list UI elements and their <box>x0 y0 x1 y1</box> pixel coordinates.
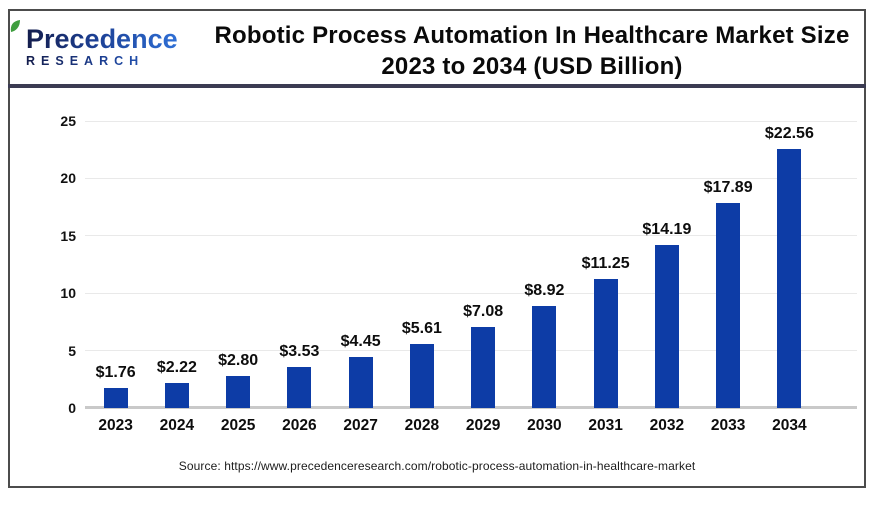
y-tick-label: 5 <box>68 342 76 359</box>
bar-value-label: $7.08 <box>463 302 504 320</box>
leaf-icon <box>10 20 20 32</box>
bar <box>164 382 189 408</box>
bar <box>593 278 618 408</box>
logo-subtitle: RESEARCH <box>26 54 200 68</box>
y-tick-label: 20 <box>60 170 76 187</box>
y-tick-label: 0 <box>68 400 76 416</box>
x-axis-line <box>85 406 857 409</box>
chart-title: Robotic Process Automation In Healthcare… <box>200 11 864 85</box>
bar-group: $14.19 <box>636 121 697 408</box>
bar <box>226 375 251 408</box>
x-tick-label: 2027 <box>343 417 378 434</box>
bar <box>348 356 373 408</box>
source-text: Source: https://www.precedenceresearch.c… <box>178 459 696 473</box>
bar-value-label: $2.80 <box>218 351 259 369</box>
gridline <box>85 177 857 179</box>
x-tick-label: 2029 <box>465 417 501 434</box>
bar <box>287 367 312 408</box>
bar-value-label: $4.45 <box>340 332 381 350</box>
bar-value-label: $14.19 <box>642 221 692 239</box>
bar-group: $2.22 <box>146 121 207 408</box>
x-tick-label: 2031 <box>588 417 623 434</box>
chart-title-line2: 2023 to 2034 (USD Billion) <box>381 53 683 80</box>
y-tick-label: 25 <box>60 113 76 129</box>
header: Precedence RESEARCH Robotic Process Auto… <box>10 11 864 85</box>
x-tick-label: 2025 <box>220 417 256 434</box>
gridline <box>85 292 857 294</box>
x-tick-label: 2030 <box>527 417 562 434</box>
x-labels: 2023 2024 2025 2026 2027 2028 2029 2030 2031 2032… <box>85 417 820 435</box>
bar-group: $11.25 <box>575 121 636 408</box>
bar <box>654 245 679 408</box>
x-tick-label: 2032 <box>649 417 685 434</box>
bar <box>532 305 557 408</box>
bar-group: $4.45 <box>330 121 391 408</box>
bar-value-label: $17.89 <box>703 178 753 196</box>
logo-wordmark: Precedence <box>26 24 178 54</box>
x-tick-label: 2028 <box>404 417 440 434</box>
bar <box>103 387 128 408</box>
y-axis: 0 5 10 15 20 25 <box>28 113 76 416</box>
plot-area: $1.76 $2.22 $2.80 $3.53 $4.45 $5.61 $7.08 $8.92… <box>85 120 857 409</box>
chart-title-line1: Robotic Process Automation In Healthcare… <box>214 22 850 49</box>
bar-value-label: $3.53 <box>279 343 320 361</box>
bar-value-label: $22.56 <box>764 125 814 143</box>
bar-group: $5.61 <box>391 121 452 408</box>
bar-value-label: $11.25 <box>581 254 630 272</box>
gridline <box>85 120 857 122</box>
bars: $1.76 $2.22 $2.80 $3.53 $4.45 $5.61 $7.08 $8.92… <box>85 121 820 408</box>
x-tick-label: 2023 <box>98 417 133 434</box>
y-tick-label: 10 <box>60 285 76 302</box>
gridline <box>85 235 857 237</box>
brand-logo: Precedence RESEARCH <box>10 11 200 85</box>
x-tick-label: 2024 <box>159 417 195 434</box>
gridline <box>85 350 857 352</box>
bar <box>471 326 496 408</box>
bar-value-label: $8.92 <box>524 281 565 299</box>
y-tick-label: 15 <box>60 227 76 244</box>
bar-group: $3.53 <box>269 121 330 408</box>
bar-group: $8.92 <box>514 121 575 408</box>
bar <box>716 202 741 408</box>
x-tick-label: 2033 <box>710 417 746 434</box>
bar-value-label: $2.22 <box>156 358 197 376</box>
header-divider <box>8 84 866 88</box>
bar-group: $7.08 <box>453 121 514 408</box>
bar-group: $17.89 <box>698 121 759 408</box>
bar-group: $2.80 <box>208 121 269 408</box>
bar-group: $1.76 <box>85 121 146 408</box>
x-tick-label: 2034 <box>772 417 807 434</box>
bar <box>777 149 802 408</box>
bar <box>409 343 434 408</box>
bar-value-label: $1.76 <box>95 363 136 381</box>
x-tick-label: 2026 <box>282 417 317 434</box>
bar-value-label: $5.61 <box>401 319 442 337</box>
bar-group: $22.56 <box>759 121 820 408</box>
